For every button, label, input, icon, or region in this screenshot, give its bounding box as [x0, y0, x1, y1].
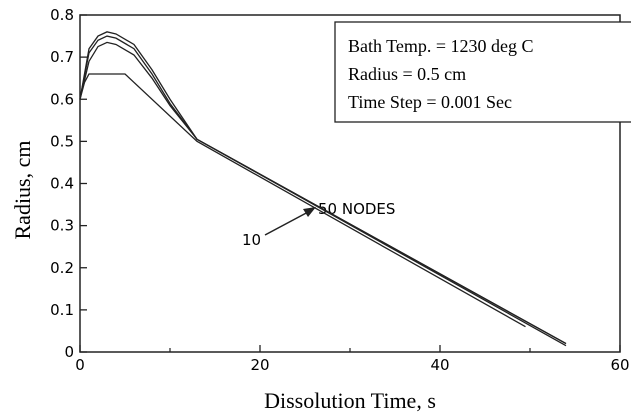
x-axis-label: Dissolution Time, s [264, 388, 436, 413]
y-tick-label: 0 [64, 343, 74, 361]
y-tick-label: 0.2 [50, 259, 74, 277]
y-tick-label: 0.3 [50, 217, 74, 235]
x-tick-label: 0 [75, 356, 85, 374]
annotation: 10 [242, 231, 261, 249]
annotation: 50 NODES [318, 200, 395, 218]
arrow-head [303, 207, 316, 217]
line [79, 35, 567, 345]
y-tick-label: 0.8 [50, 6, 74, 24]
x-tick-label: 60 [610, 356, 629, 374]
y-tick-label: 0.7 [50, 48, 74, 66]
box-line: Time Step = 0.001 Sec [348, 92, 512, 112]
line [79, 73, 526, 328]
line [79, 41, 567, 347]
text-box [334, 21, 631, 123]
y-axis-label: Radius, cm [10, 141, 35, 240]
annotation-arrow [264, 210, 311, 236]
y-tick-label: 0.4 [50, 175, 74, 193]
line [79, 31, 567, 345]
y-tick-label: 0.5 [50, 132, 74, 150]
y-tick-label: 0.6 [50, 90, 74, 108]
box-line: Radius = 0.5 cm [348, 64, 466, 84]
y-tick-label: 0.1 [50, 301, 74, 319]
x-tick-label: 20 [250, 356, 269, 374]
box-line: Bath Temp. = 1230 deg C [348, 36, 534, 56]
x-tick-label: 40 [430, 356, 449, 374]
